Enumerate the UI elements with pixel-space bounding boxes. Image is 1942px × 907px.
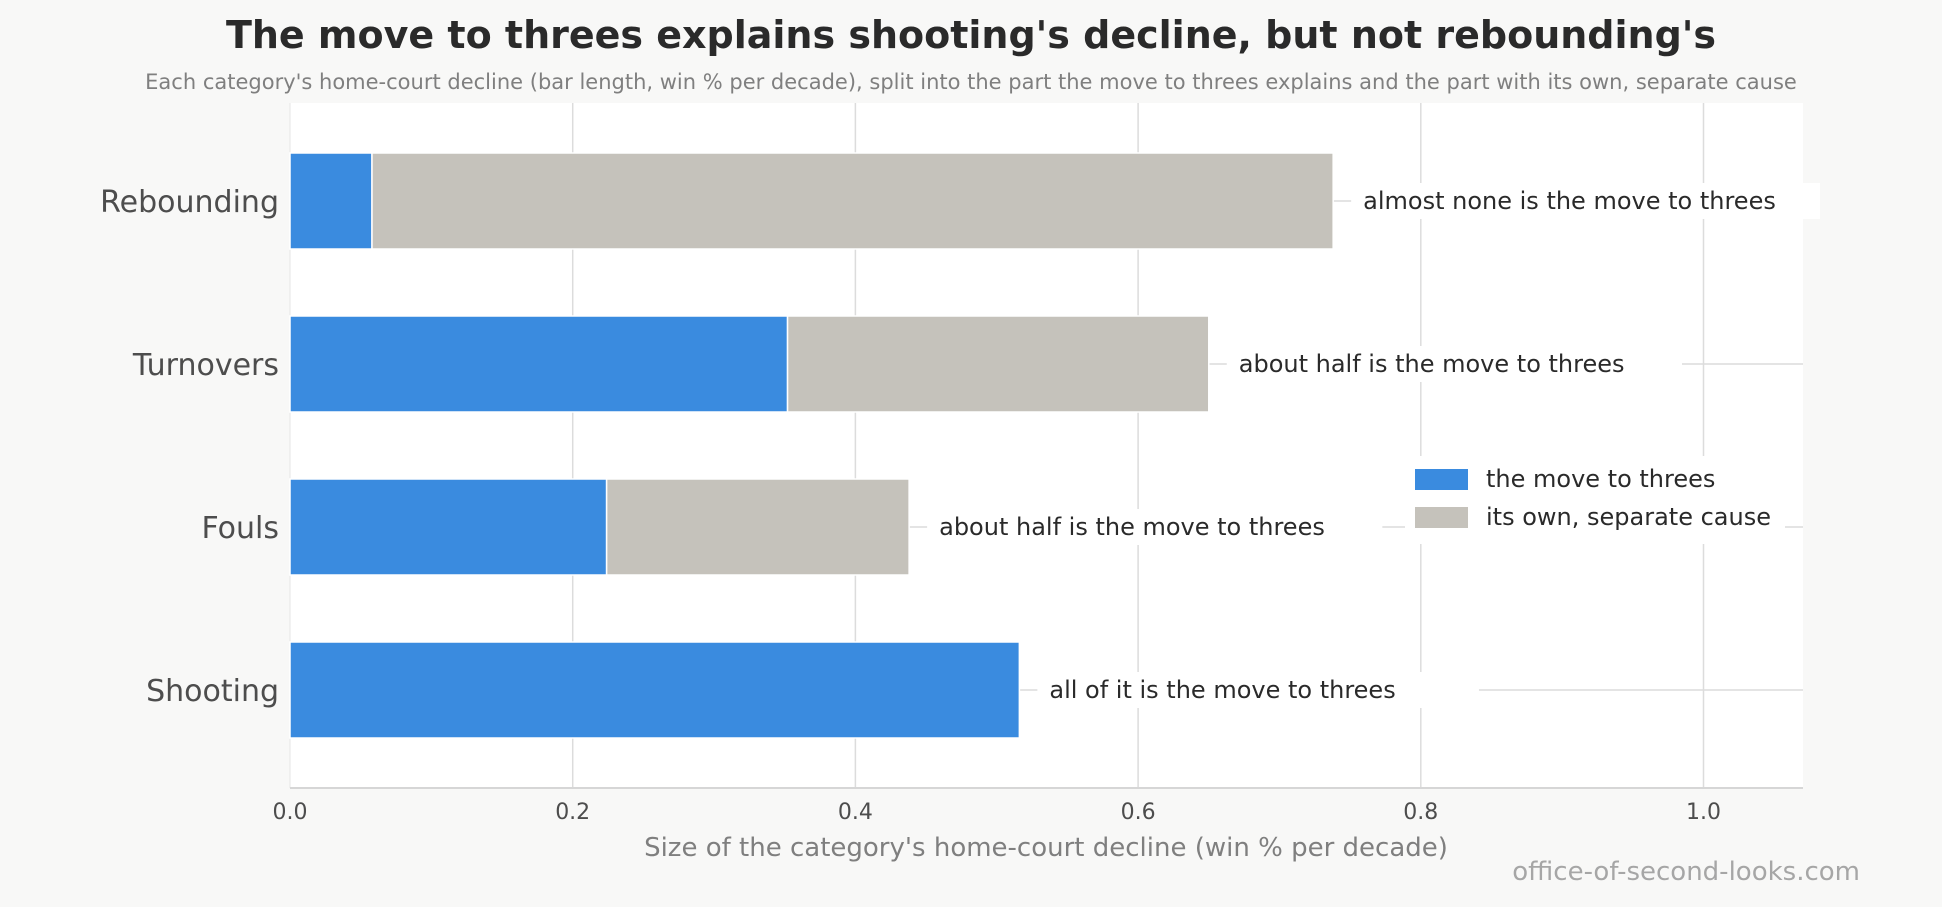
bar-segment	[289, 152, 373, 250]
category-label: Shooting	[146, 674, 279, 709]
legend-background	[1405, 456, 1785, 544]
x-tick-label: 0.4	[838, 800, 873, 825]
bars	[289, 152, 1334, 739]
bar-segment	[289, 315, 789, 413]
chart-subtitle: Each category's home-court decline (bar …	[145, 70, 1797, 94]
category-label: Fouls	[201, 511, 279, 546]
x-tick-label: 0.8	[1403, 800, 1438, 825]
x-tick-label: 0.2	[555, 800, 590, 825]
bar-segment	[786, 315, 1210, 413]
legend-label: the move to threes	[1486, 465, 1715, 493]
x-tick-label: 1.0	[1686, 800, 1721, 825]
category-labels: Rebounding Turnovers Fouls Shooting	[100, 185, 279, 709]
bar-segment	[289, 641, 1021, 739]
annotation-background	[927, 509, 1383, 545]
bar-annotation: almost none is the move to threes	[1363, 187, 1776, 215]
bar-annotation: about half is the move to threes	[939, 513, 1325, 541]
category-label: Turnovers	[132, 348, 279, 383]
x-axis-label: Size of the category's home-court declin…	[644, 833, 1448, 863]
category-label: Rebounding	[100, 185, 279, 220]
annotations: almost none is the move to threes about h…	[927, 183, 1820, 708]
x-tick-labels: 0.0 0.2 0.4 0.6 0.8 1.0	[273, 800, 1722, 825]
legend-swatch	[1415, 469, 1468, 490]
bar-annotation: all of it is the move to threes	[1049, 676, 1395, 704]
chart-title: The move to threes explains shooting's d…	[226, 13, 1716, 57]
annotation-background	[1037, 672, 1479, 708]
bar-segment	[371, 152, 1334, 250]
legend-label: its own, separate cause	[1486, 503, 1771, 531]
bar-annotation: about half is the move to threes	[1239, 350, 1625, 378]
x-tick-label: 0.6	[1121, 800, 1156, 825]
x-tick-label: 0.0	[273, 800, 308, 825]
bar-segment	[289, 478, 608, 576]
bar-segment	[605, 478, 910, 576]
annotation-background	[1226, 346, 1682, 382]
legend-swatch	[1415, 507, 1468, 528]
credit-text: office-of-second-looks.com	[1512, 857, 1860, 887]
annotation-background	[1351, 183, 1820, 219]
legend: the move to threes its own, separate caus…	[1405, 456, 1785, 544]
